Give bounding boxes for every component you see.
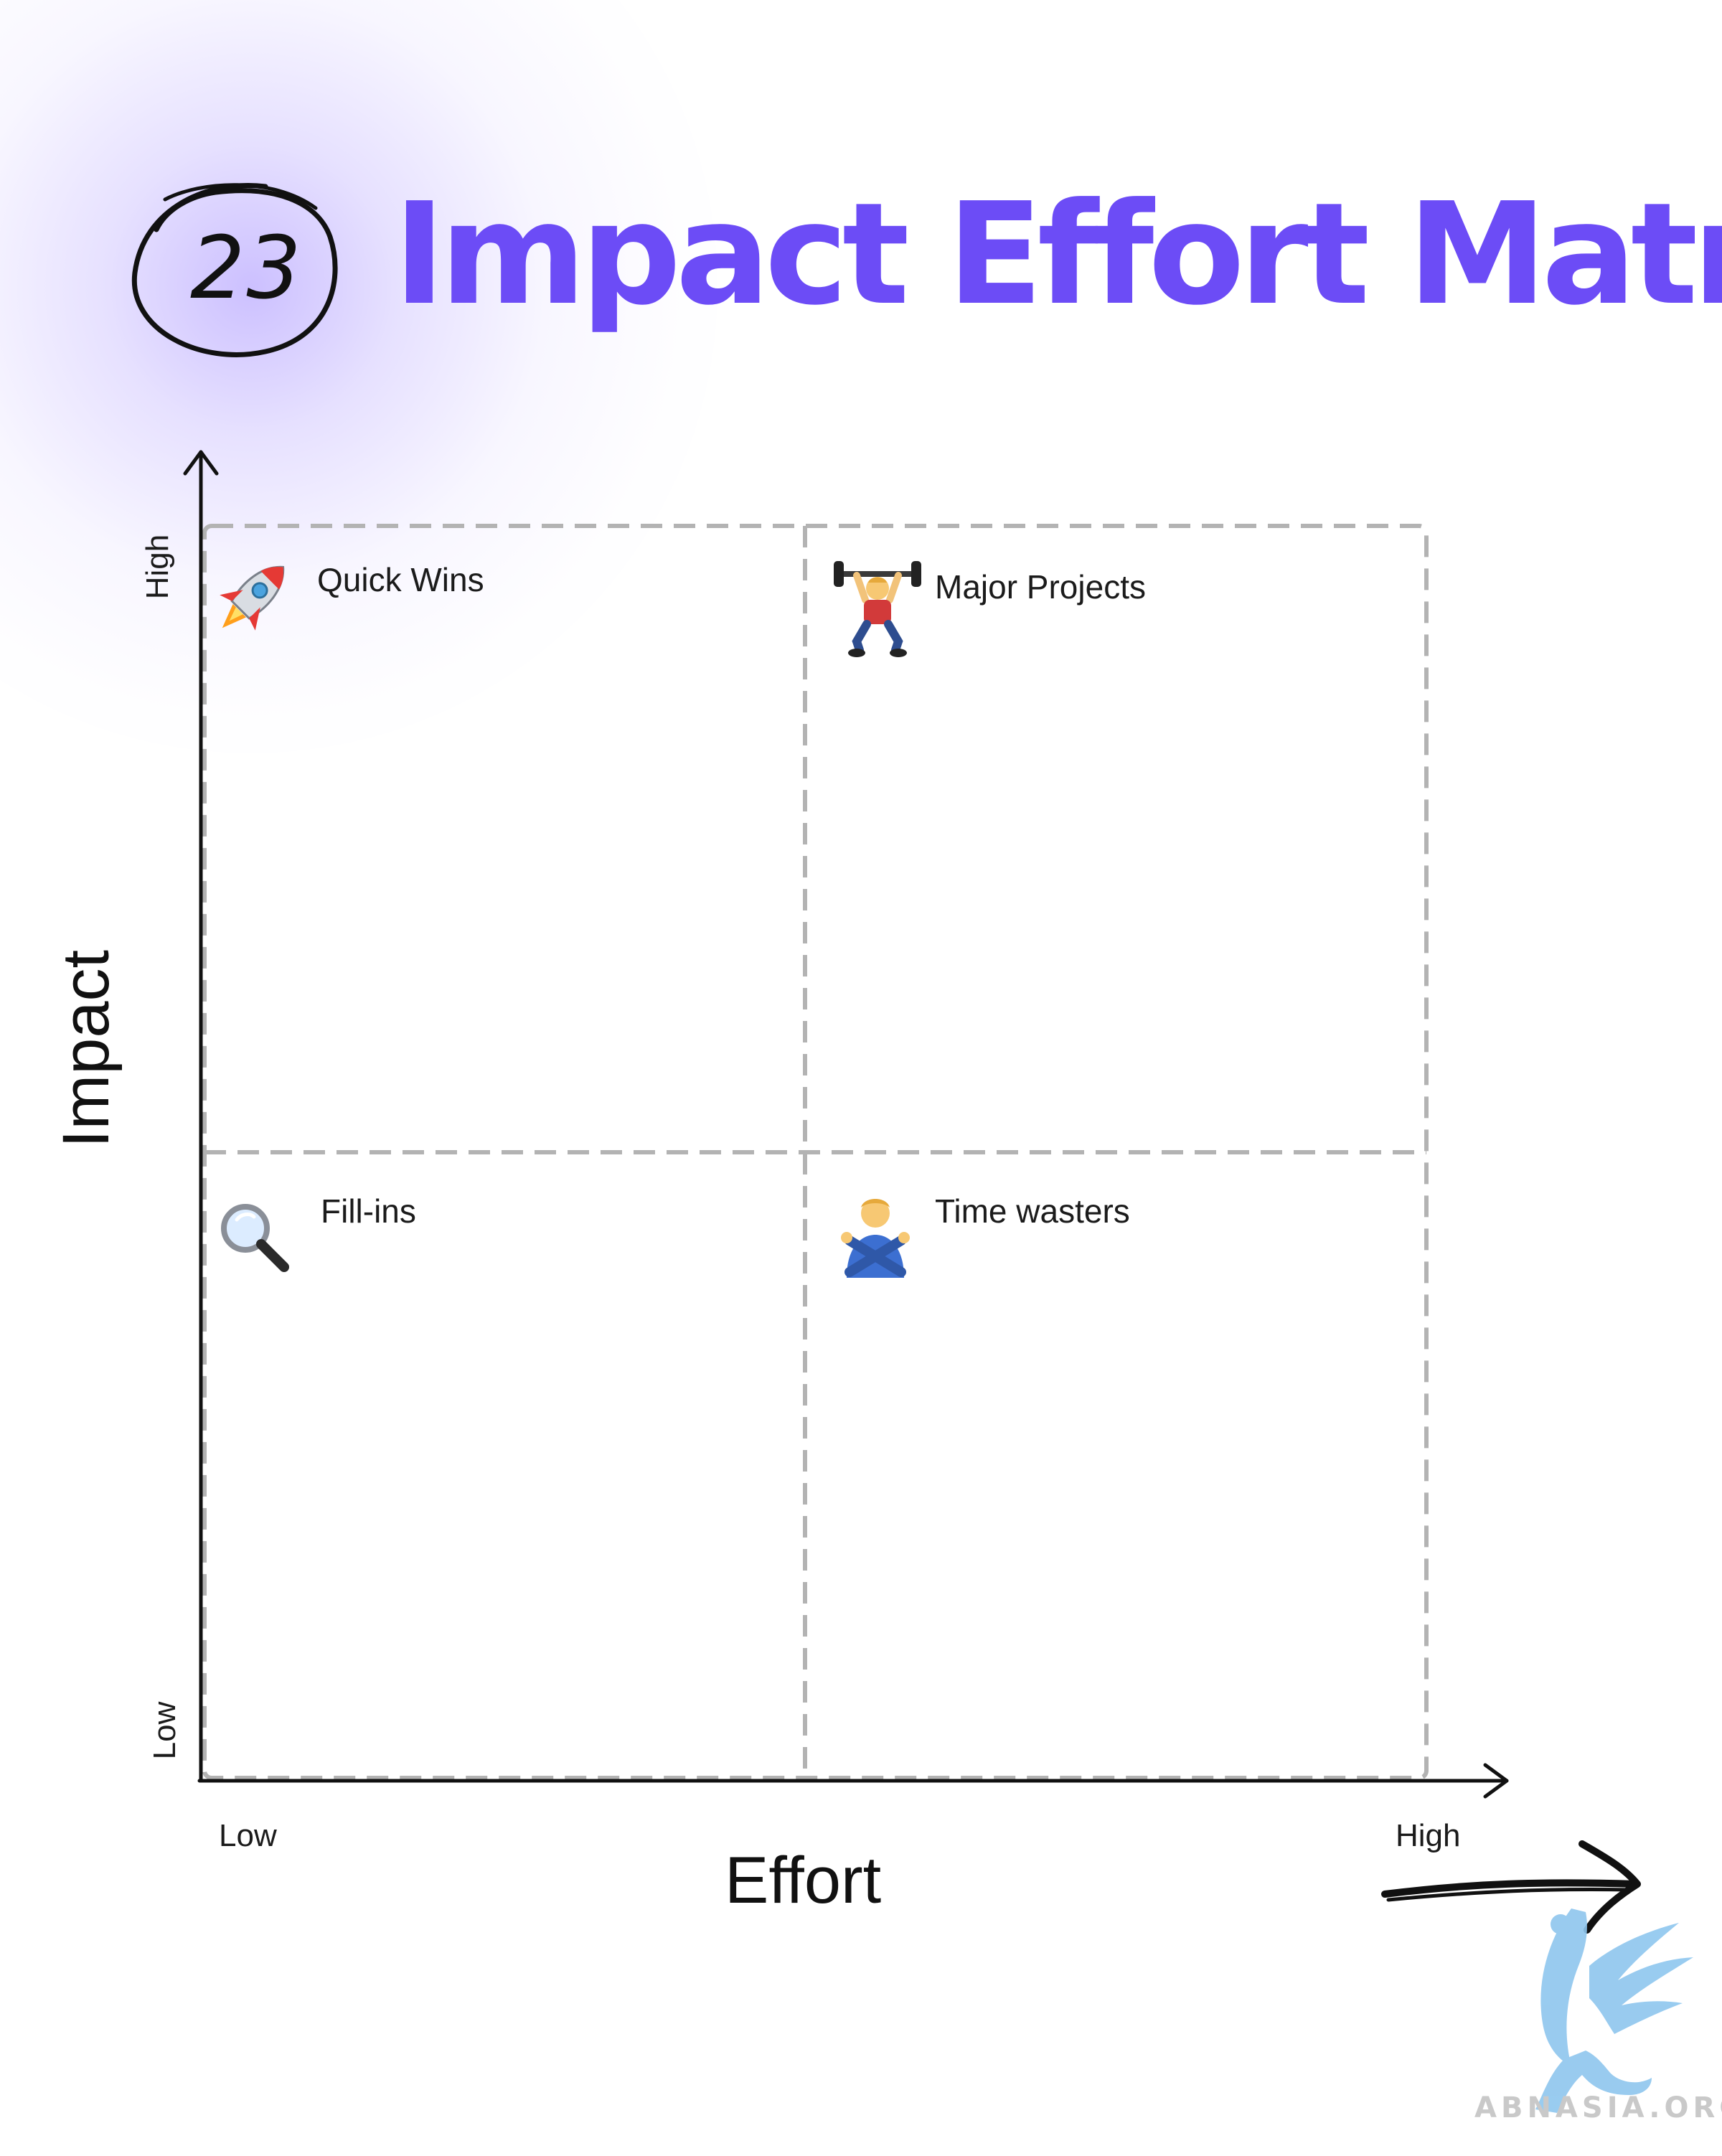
quadrant-label-major-projects: Major Projects: [935, 568, 1146, 606]
quadrant-label-time-wasters: Time wasters: [935, 1192, 1130, 1230]
hand-drawn-arrow-icon: [1381, 1840, 1641, 1934]
page-title: Impact Effort Matrix: [393, 173, 1722, 336]
step-number: 23: [190, 219, 303, 319]
magnifying-glass-icon: [215, 1191, 294, 1284]
watermark-text: ABNASIA.ORG: [1474, 2091, 1722, 2124]
hand-drawn-circle-icon: [131, 183, 338, 357]
quadrant-grid: [202, 524, 1429, 1780]
rocket-icon: [215, 552, 294, 646]
quadrant-label-fill-ins: Fill-ins: [321, 1192, 416, 1230]
y-axis-title: Impact: [50, 949, 123, 1148]
x-axis-low-label: Low: [219, 1818, 277, 1853]
weightlifter-icon: [831, 558, 921, 657]
y-axis-low-label: Low: [147, 1701, 182, 1760]
y-axis-high-label: High: [140, 534, 175, 600]
x-axis-arrowhead: [1483, 1763, 1509, 1799]
x-axis-high-label: High: [1396, 1818, 1461, 1853]
x-axis-title: Effort: [725, 1844, 882, 1917]
step-number-badge: 23: [122, 172, 352, 373]
griffin-logo-icon: [1464, 1880, 1722, 2152]
crossed-arms-person-icon: [832, 1187, 911, 1281]
y-axis-arrowhead: [183, 450, 219, 476]
quadrant-label-quick-wins: Quick Wins: [317, 561, 484, 598]
